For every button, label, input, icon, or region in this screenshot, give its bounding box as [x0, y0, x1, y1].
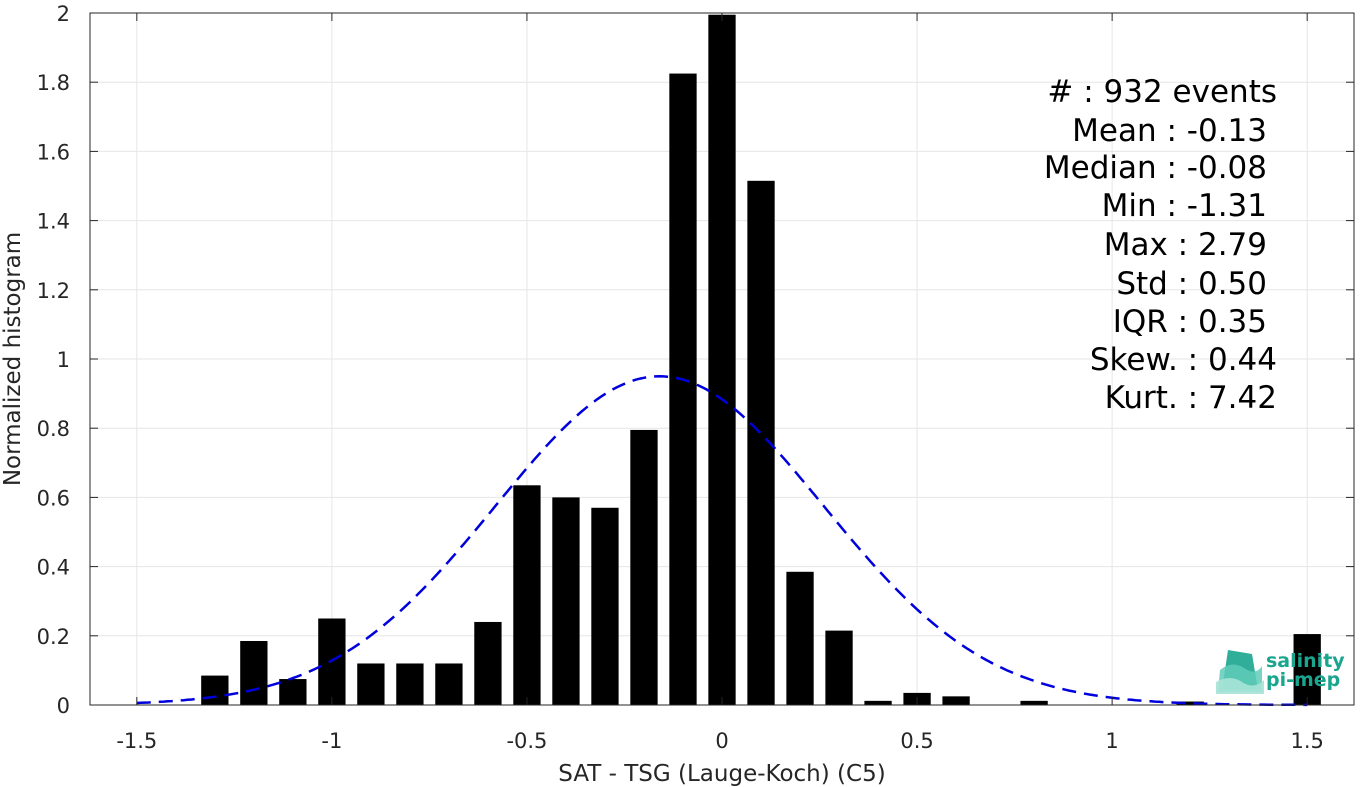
- logo-waves-icon: [1216, 650, 1264, 694]
- bar-8: [513, 485, 541, 705]
- bars: [201, 14, 1321, 706]
- x-tick-label-6: 1.5: [1290, 729, 1323, 753]
- y-tick-label-10: 2: [57, 2, 70, 26]
- bar-11: [630, 429, 658, 705]
- x-axis-ticks: -1.5 -1 -0.5 0 0.5 1 1.5: [116, 13, 1324, 753]
- y-tick-label-5: 1: [57, 348, 70, 372]
- y-tick-label-2: 0.4: [37, 556, 70, 580]
- x-tick-label-5: 1: [1105, 729, 1118, 753]
- bar-6: [435, 663, 463, 705]
- bar-17: [864, 700, 892, 705]
- x-tick-label-2: -0.5: [506, 729, 547, 753]
- stat-median: Median : -0.08: [1044, 150, 1267, 186]
- bar-12: [669, 73, 697, 706]
- y-tick-label-4: 0.8: [37, 417, 70, 441]
- bar-15: [786, 571, 814, 705]
- y-tick-label-8: 1.6: [37, 140, 70, 164]
- y-axis-ticks: 0 0.2 0.4 0.6 0.8 1 1.2 1.4 1.6 1.8 2: [37, 2, 1354, 718]
- y-tick-label-6: 1.2: [37, 279, 70, 303]
- bar-20: [1020, 700, 1048, 705]
- bar-16: [825, 630, 853, 705]
- y-tick-label-7: 1.4: [37, 210, 70, 234]
- x-tick-label-4: 0.5: [900, 729, 933, 753]
- stat-max: Max : 2.79: [1104, 227, 1267, 263]
- bar-0: [201, 675, 229, 705]
- stats-box: # : 932 events Mean : -0.13 Median : -0.…: [1044, 74, 1277, 416]
- x-tick-label-0: -1.5: [116, 729, 157, 753]
- y-tick-label-0: 0: [57, 694, 70, 718]
- stat-mean: Mean : -0.13: [1072, 113, 1267, 149]
- y-axis-label: Normalized histogram: [0, 232, 26, 486]
- bar-21: [1176, 701, 1204, 705]
- bar-9: [552, 497, 580, 705]
- logo-text-salinity: salinity: [1266, 650, 1345, 672]
- stat-std: Std : 0.50: [1116, 266, 1267, 302]
- bar-4: [357, 663, 385, 705]
- y-tick-label-9: 1.8: [37, 71, 70, 95]
- stat-skew: Skew. : 0.44: [1090, 342, 1277, 378]
- y-tick-label-3: 0.6: [37, 486, 70, 510]
- bar-5: [396, 663, 424, 705]
- stat-events: # : 932 events: [1047, 74, 1277, 110]
- bar-1: [240, 640, 268, 705]
- stat-min: Min : -1.31: [1102, 188, 1267, 224]
- y-tick-label-1: 0.2: [37, 625, 70, 649]
- bar-13: [708, 14, 736, 706]
- bar-22: [1293, 634, 1321, 705]
- x-tick-label-1: -1: [321, 729, 342, 753]
- bar-10: [591, 507, 619, 705]
- bar-19: [942, 696, 970, 705]
- logo-text-pimep: pi-mep: [1266, 669, 1340, 691]
- salinity-pimep-logo: salinity pi-mep: [1216, 650, 1345, 694]
- stat-kurt: Kurt. : 7.42: [1105, 380, 1277, 416]
- x-axis-label: SAT - TSG (Lauge-Koch) (C5): [558, 761, 885, 787]
- x-tick-label-3: 0: [715, 729, 728, 753]
- bar-2: [279, 679, 307, 705]
- stat-iqr: IQR : 0.35: [1113, 304, 1267, 340]
- bar-7: [474, 621, 502, 705]
